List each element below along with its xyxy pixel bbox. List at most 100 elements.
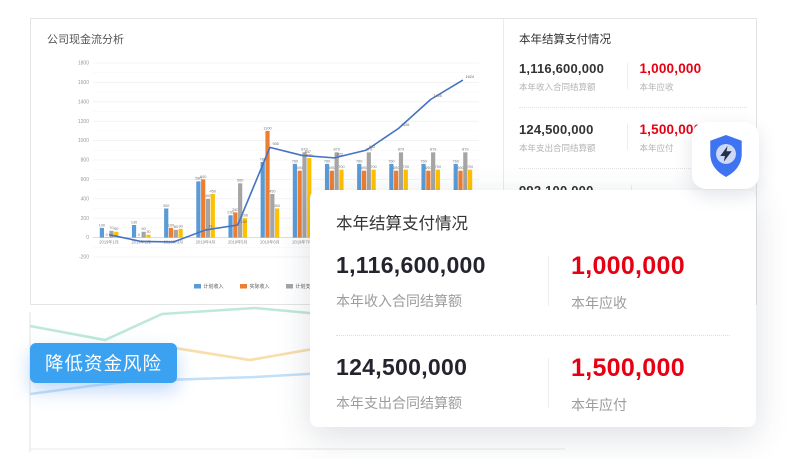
svg-text:300: 300	[274, 204, 280, 208]
svg-text:200: 200	[242, 214, 248, 218]
svg-text:700: 700	[370, 165, 376, 169]
svg-text:1200: 1200	[78, 119, 89, 125]
svg-text:100: 100	[168, 223, 174, 227]
svg-text:2019年1月: 2019年1月	[99, 239, 119, 245]
payable-label: 本年应付	[639, 143, 674, 153]
row-divider	[548, 256, 549, 306]
overlay-payable-value: 1,500,000	[571, 354, 685, 382]
svg-text:879: 879	[333, 148, 339, 152]
svg-text:879: 879	[430, 148, 436, 152]
risk-reduction-tag: 降低资金风险	[30, 343, 178, 383]
svg-text:300: 300	[163, 204, 169, 208]
svg-text:计划支出: 计划支出	[296, 283, 316, 290]
svg-text:79: 79	[208, 225, 212, 229]
overlay-row-income: 1,116,600,000 本年收入合同结算额 1,000,000 本年应收	[336, 252, 730, 313]
dotted-divider	[336, 335, 730, 336]
svg-text:700: 700	[403, 165, 409, 169]
svg-text:690: 690	[361, 166, 367, 170]
svg-text:690: 690	[425, 166, 431, 170]
svg-text:0: 0	[106, 233, 108, 237]
svg-text:计划收入: 计划收入	[204, 283, 224, 290]
svg-text:2019年5月: 2019年5月	[228, 239, 248, 245]
svg-text:600: 600	[200, 175, 206, 179]
summary-row-expense: 124,500,000 本年支出合同结算额 1,500,000 本年应付	[519, 118, 747, 164]
svg-text:1600: 1600	[78, 80, 89, 86]
svg-text:760: 760	[324, 159, 330, 163]
expense-settlement-label: 本年支出合同结算额	[519, 143, 596, 153]
svg-text:822: 822	[337, 153, 343, 157]
svg-text:200: 200	[81, 216, 90, 222]
svg-text:2019年4月: 2019年4月	[196, 239, 216, 245]
svg-text:847: 847	[305, 150, 311, 154]
svg-text:260: 260	[232, 208, 238, 212]
row-divider	[626, 63, 628, 89]
svg-text:800: 800	[81, 158, 90, 164]
payable-value: 1,500,000	[639, 122, 702, 137]
svg-text:902: 902	[369, 145, 375, 149]
svg-text:600: 600	[81, 177, 90, 183]
svg-text:760: 760	[453, 159, 459, 163]
overlay-expense-label: 本年支出合同结算额	[336, 395, 462, 411]
svg-text:690: 690	[297, 166, 303, 170]
cashflow-card-title: 公司现金流分析	[47, 34, 124, 46]
svg-text:879: 879	[301, 148, 307, 152]
svg-text:100: 100	[99, 223, 105, 227]
settlement-summary-panel: 本年结算支付情况 1,116,600,000 本年收入合同结算额 1,000,0…	[519, 31, 747, 225]
svg-text:760: 760	[356, 159, 362, 163]
svg-text:1100: 1100	[263, 126, 271, 130]
income-settlement-label: 本年收入合同结算额	[519, 82, 596, 92]
svg-text:879: 879	[398, 148, 404, 152]
svg-text:130: 130	[131, 220, 137, 224]
svg-text:560: 560	[237, 179, 243, 183]
svg-text:60: 60	[142, 227, 146, 231]
svg-text:0: 0	[138, 233, 140, 237]
svg-text:90: 90	[178, 224, 182, 228]
svg-text:780: 780	[260, 157, 266, 161]
svg-text:879: 879	[366, 148, 372, 152]
svg-text:690: 690	[457, 166, 463, 170]
svg-text:230: 230	[227, 211, 233, 215]
svg-text:400: 400	[205, 194, 211, 198]
lightning-bolt	[719, 145, 732, 162]
svg-text:700: 700	[338, 165, 344, 169]
svg-text:1400: 1400	[78, 99, 89, 105]
svg-text:930: 930	[273, 142, 279, 146]
overlay-income-value: 1,116,600,000	[336, 252, 486, 278]
svg-text:690: 690	[393, 166, 399, 170]
svg-text:1000: 1000	[78, 138, 89, 144]
svg-text:700: 700	[435, 165, 441, 169]
overlay-title: 本年结算支付情况	[336, 215, 468, 233]
svg-text:30: 30	[146, 230, 150, 234]
security-badge-card	[692, 122, 759, 189]
receivable-value: 1,000,000	[639, 61, 702, 76]
svg-text:70: 70	[109, 226, 113, 230]
overlay-receivable-value: 1,000,000	[571, 252, 685, 280]
svg-text:2019年6月: 2019年6月	[260, 239, 280, 245]
svg-text:700: 700	[467, 165, 473, 169]
svg-text:879: 879	[462, 148, 468, 152]
summary-row-income: 1,116,600,000 本年收入合同结算额 1,000,000 本年应收	[519, 57, 747, 103]
svg-text:450: 450	[269, 189, 275, 193]
overlay-receivable-label: 本年应收	[571, 295, 627, 311]
overlay-row-expense: 124,500,000 本年支出合同结算额 1,500,000 本年应付	[336, 354, 730, 415]
svg-text:1624: 1624	[466, 75, 474, 79]
svg-text:400: 400	[81, 196, 90, 202]
shield-bolt-icon	[709, 134, 742, 177]
svg-text:580: 580	[195, 177, 201, 181]
income-settlement-value: 1,116,600,000	[519, 61, 605, 76]
settlement-detail-overlay: 本年结算支付情况 1,116,600,000 本年收入合同结算额 1,000,0…	[310, 190, 756, 427]
svg-text:760: 760	[388, 159, 394, 163]
row-divider	[548, 358, 549, 408]
svg-text:-200: -200	[79, 255, 89, 261]
svg-text:130: 130	[240, 220, 246, 224]
dotted-divider	[519, 107, 747, 108]
expense-settlement-value: 124,500,000	[519, 122, 594, 137]
svg-text:450: 450	[210, 189, 216, 193]
svg-text:690: 690	[329, 166, 335, 170]
summary-panel-title: 本年结算支付情况	[519, 34, 611, 46]
overlay-income-label: 本年收入合同结算额	[336, 293, 462, 309]
svg-text:60: 60	[114, 227, 118, 231]
svg-text:实际收入: 实际收入	[250, 283, 270, 290]
svg-text:80: 80	[174, 225, 178, 229]
